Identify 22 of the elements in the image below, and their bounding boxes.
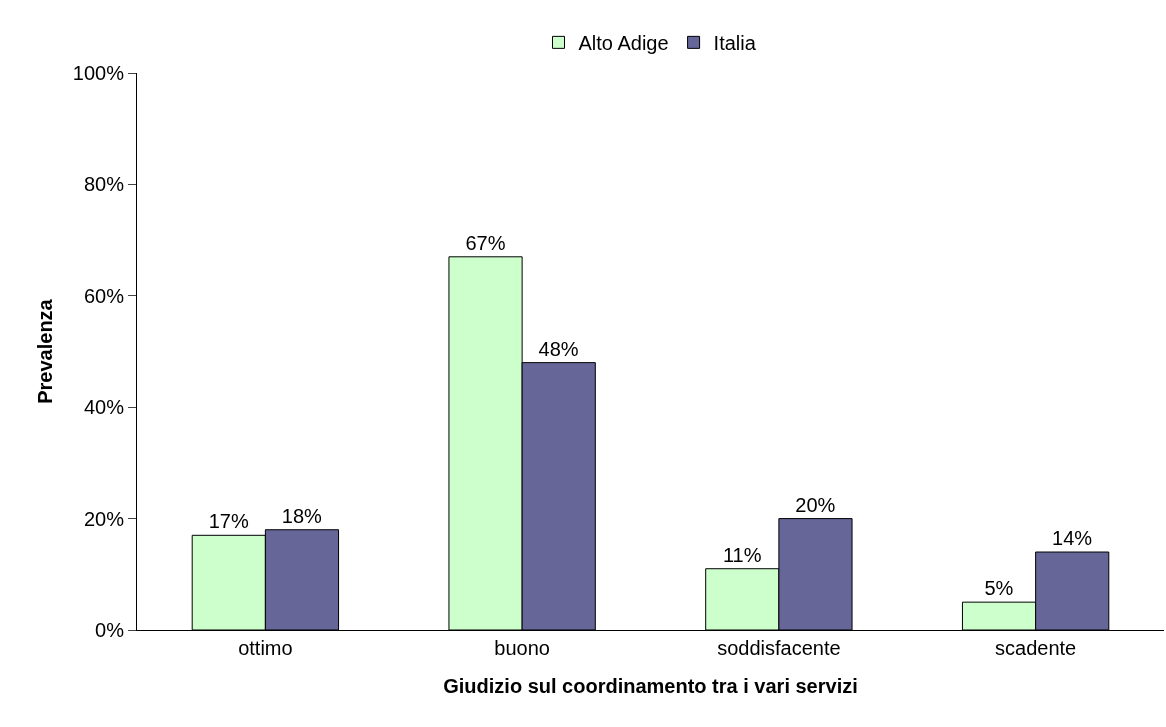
data-label: 18% (281, 504, 323, 527)
y-tick-label: 40% (83, 396, 125, 419)
data-label: 14% (1052, 527, 1093, 550)
data-label: 67% (465, 231, 506, 254)
data-label: 11% (722, 543, 762, 566)
y-tick-label: 20% (83, 507, 125, 530)
y-tick-label: 80% (83, 173, 125, 196)
data-label: 17% (208, 510, 249, 533)
legend-label: Italia (713, 32, 757, 55)
y-axis-title: Prevalenza (34, 298, 57, 404)
x-tick-label: buono (494, 637, 550, 659)
x-tick-label: ottimo (238, 637, 293, 659)
y-tick-label: 0% (95, 619, 125, 641)
data-label: 20% (795, 493, 836, 516)
legend-label: Alto Adige (578, 32, 669, 55)
data-label: 5% (984, 577, 1014, 600)
data-label: 48% (538, 337, 579, 360)
x-tick-label: scadente (995, 637, 1077, 659)
y-tick-label: 60% (83, 284, 125, 307)
x-axis-title: Giudizio sul coordinamento tra i vari servizi (443, 674, 858, 697)
x-tick-label: soddisfacente (717, 637, 841, 659)
y-tick-label: 100% (72, 62, 125, 84)
